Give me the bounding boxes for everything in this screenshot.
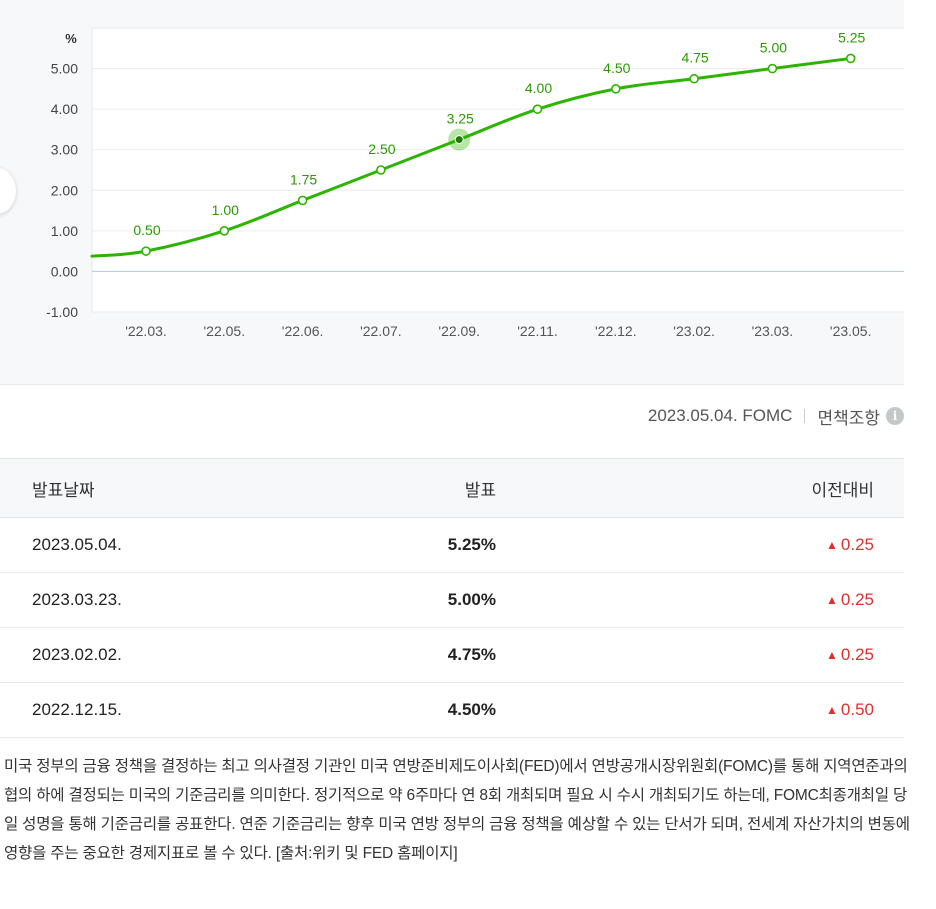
data-label: 0.50 bbox=[133, 222, 160, 238]
x-tick-label: '22.07. bbox=[360, 323, 402, 339]
y-tick-label: -1.00 bbox=[46, 304, 78, 320]
row-change: ▲ 0.50 bbox=[496, 682, 904, 738]
plot-area bbox=[92, 28, 904, 312]
x-tick-label: '22.06. bbox=[282, 323, 324, 339]
row-date: 2022.12.15. bbox=[0, 682, 295, 738]
row-value: 4.75% bbox=[295, 627, 496, 683]
table-row: 2023.03.23. 5.00% ▲ 0.25 bbox=[0, 572, 904, 628]
y-tick-label: 4.00 bbox=[51, 101, 78, 117]
row-date: 2023.05.04. bbox=[0, 517, 295, 573]
chart-meta: 2023.05.04. FOMC 면책조항 i bbox=[648, 404, 904, 428]
y-tick-label: 3.00 bbox=[51, 142, 78, 158]
data-label: 1.75 bbox=[290, 171, 317, 187]
disclaimer-link[interactable]: 면책조항 bbox=[817, 408, 880, 428]
data-label: 1.00 bbox=[212, 202, 239, 218]
row-value: 4.50% bbox=[295, 682, 496, 738]
data-label: 4.50 bbox=[603, 60, 630, 76]
up-arrow-icon: ▲ bbox=[826, 593, 838, 607]
up-arrow-icon: ▲ bbox=[826, 703, 838, 717]
x-tick-label: '22.05. bbox=[203, 323, 245, 339]
y-axis-label: % bbox=[65, 31, 77, 46]
data-point bbox=[767, 63, 778, 74]
up-arrow-icon: ▲ bbox=[826, 648, 838, 662]
x-tick-label: '22.11. bbox=[517, 323, 558, 339]
data-point bbox=[376, 165, 386, 175]
data-label: 5.00 bbox=[760, 40, 787, 56]
x-tick-label: '23.03. bbox=[752, 323, 794, 339]
y-tick-label: 0.00 bbox=[51, 263, 78, 279]
table-header-row: 발표날짜 발표 이전대비 bbox=[0, 458, 904, 518]
row-change: ▲ 0.25 bbox=[496, 517, 904, 573]
row-change: ▲ 0.25 bbox=[496, 627, 904, 683]
up-arrow-icon: ▲ bbox=[826, 538, 838, 552]
y-tick-label: 2.00 bbox=[51, 182, 78, 198]
info-icon[interactable]: i bbox=[886, 407, 904, 425]
x-tick-label: '23.02. bbox=[673, 323, 715, 339]
row-change: ▲ 0.25 bbox=[496, 572, 904, 628]
data-label: 3.25 bbox=[447, 111, 474, 127]
data-point bbox=[297, 195, 308, 206]
data-label: 5.25 bbox=[838, 29, 865, 45]
change-value: 0.50 bbox=[840, 700, 874, 719]
data-point bbox=[219, 226, 230, 236]
data-point bbox=[532, 104, 543, 114]
data-label: 2.50 bbox=[368, 141, 395, 157]
chart-panel: 5.00 4.00 3.00 2.00 1.00 0.00 -1.00% '22.03. '22… bbox=[0, 0, 904, 385]
change-value: 0.25 bbox=[840, 645, 874, 664]
rate-history-table: 발표날짜 발표 이전대비 2023.05.04. 5.25% ▲ 0.25 202… bbox=[0, 458, 904, 738]
header-value: 발표 bbox=[295, 458, 496, 518]
table-row: 2022.12.15. 4.50% ▲ 0.50 bbox=[0, 682, 904, 738]
indicator-description: 미국 정부의 금융 정책을 결정하는 최고 의사결정 기관인 미국 연방준비제도… bbox=[4, 758, 910, 862]
header-change: 이전대비 bbox=[496, 458, 904, 518]
row-date: 2023.03.23. bbox=[0, 572, 295, 628]
x-tick-label: '22.12. bbox=[595, 323, 637, 339]
data-point bbox=[610, 84, 621, 94]
rate-line-chart: 5.00 4.00 3.00 2.00 1.00 0.00 -1.00% '22.03. '22… bbox=[46, 27, 904, 339]
table-row: 2023.02.02. 4.75% ▲ 0.25 bbox=[0, 627, 904, 683]
data-label: 4.75 bbox=[681, 50, 708, 66]
table-row: 2023.05.04. 5.25% ▲ 0.25 bbox=[0, 517, 904, 573]
announcement-label: 2023.05.04. FOMC bbox=[647, 406, 793, 425]
header-date: 발표날짜 bbox=[0, 458, 295, 518]
x-tick-label: '22.09. bbox=[438, 323, 480, 339]
data-point bbox=[454, 135, 464, 145]
meta-divider bbox=[804, 409, 806, 423]
y-tick-label: 1.00 bbox=[51, 223, 78, 239]
data-point bbox=[845, 53, 856, 64]
y-tick-label: 5.00 bbox=[51, 61, 78, 77]
row-value: 5.00% bbox=[295, 572, 496, 628]
change-value: 0.25 bbox=[840, 535, 874, 554]
prev-chart-button[interactable] bbox=[0, 168, 16, 214]
change-value: 0.25 bbox=[840, 590, 874, 609]
data-point bbox=[141, 246, 151, 256]
row-date: 2023.02.02. bbox=[0, 627, 295, 683]
data-label: 4.00 bbox=[525, 80, 552, 96]
x-tick-label: '23.05. bbox=[830, 323, 872, 339]
x-tick-label: '22.03. bbox=[125, 323, 167, 339]
data-point bbox=[689, 73, 699, 84]
row-value: 5.25% bbox=[295, 517, 496, 573]
